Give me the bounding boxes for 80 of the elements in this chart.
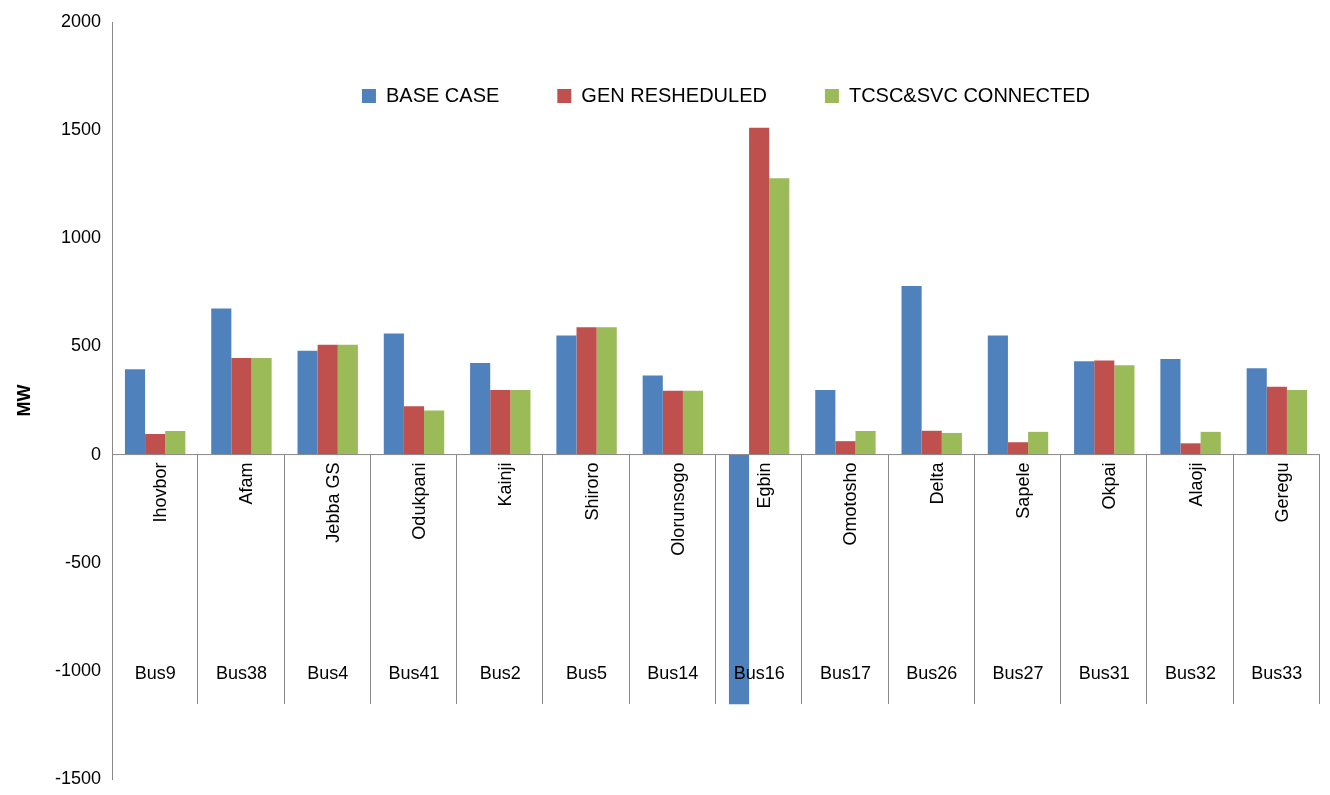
bar: [596, 327, 617, 455]
annotation: Bus33: [1251, 662, 1303, 683]
bar: [556, 335, 577, 455]
bar: [231, 357, 252, 455]
bar: [1200, 431, 1221, 455]
bar: [662, 390, 683, 455]
bar: [317, 344, 338, 455]
bar: [1180, 443, 1201, 455]
legend-label: TCSC&SVC CONNECTED: [848, 83, 1091, 106]
annotation: Bus9: [134, 662, 176, 683]
bar: [1094, 360, 1115, 455]
bar: [855, 431, 876, 455]
bar: [510, 389, 531, 455]
bar: [145, 434, 166, 455]
bar: [1074, 361, 1095, 455]
bar: [941, 432, 962, 455]
bar: [901, 286, 922, 455]
y-tick-label: 1000: [60, 227, 101, 248]
bar: [251, 357, 272, 455]
bar: [124, 369, 146, 455]
y-tick-label: 1500: [60, 119, 101, 140]
x-tick-label: Odukpani: [408, 462, 429, 540]
bar: [337, 344, 358, 455]
x-tick-label: Shiroro: [581, 462, 602, 521]
bar: [1114, 365, 1135, 455]
x-tick-label: Geregu: [1271, 462, 1292, 523]
x-tick-label: Delta: [926, 461, 947, 505]
y-tick-label: 0: [90, 443, 101, 464]
bar: [383, 333, 404, 455]
y-tick-label: -1500: [54, 767, 101, 788]
bar: [403, 406, 425, 455]
x-tick-label: Omotosho: [840, 462, 861, 546]
y-axis-title: MW: [13, 384, 34, 417]
bar: [424, 410, 445, 455]
bar: [490, 389, 511, 455]
y-tick-label: -1000: [54, 659, 101, 680]
annotation: Bus31: [1078, 662, 1130, 683]
bar: [921, 430, 942, 455]
annotation: Bus14: [647, 662, 699, 683]
annotation: Bus26: [906, 662, 958, 683]
bar: [1160, 358, 1181, 455]
x-tick-label: Egbin: [754, 462, 775, 509]
x-tick-label: Kainji: [495, 462, 516, 507]
x-tick-label: Ihovbor: [150, 462, 171, 523]
bar: [815, 389, 836, 455]
annotation: Bus2: [479, 662, 521, 683]
x-tick-label: Sapele: [1012, 462, 1033, 519]
bar: [642, 375, 663, 455]
bar: [1286, 389, 1308, 455]
x-tick-label: Alaoji: [1185, 462, 1206, 507]
y-tick-label: 500: [70, 335, 101, 356]
x-tick-label: Jebba GS: [322, 462, 343, 543]
bar: [1028, 431, 1049, 455]
annotation: Bus5: [566, 662, 608, 683]
bar: [1266, 386, 1287, 455]
legend-label: BASE CASE: [385, 83, 500, 106]
annotation: Bus32: [1165, 662, 1217, 683]
bar: [576, 327, 597, 455]
y-tick-label: 2000: [60, 10, 101, 31]
x-tick-label: Afam: [236, 462, 257, 505]
bar: [470, 363, 491, 455]
bar: [987, 335, 1008, 455]
bar: [211, 308, 232, 455]
bar: [165, 431, 186, 455]
bar: [297, 350, 318, 455]
legend-label: GEN RESHEDULED: [581, 83, 767, 106]
bar: [1246, 368, 1267, 455]
annotation: Bus4: [307, 662, 349, 683]
x-tick-label: Olorunsogo: [667, 462, 688, 556]
annotation: Bus27: [992, 662, 1044, 683]
annotation: Bus41: [388, 662, 440, 683]
x-tick-label: Okpai: [1099, 462, 1120, 510]
bar: [835, 441, 856, 455]
annotation: Bus17: [819, 662, 871, 683]
bar: [682, 390, 704, 455]
bar: [1007, 442, 1029, 455]
y-tick-label: -500: [64, 551, 101, 572]
bar: [769, 178, 790, 455]
annotation: Bus38: [215, 662, 267, 683]
bar: [749, 127, 770, 455]
